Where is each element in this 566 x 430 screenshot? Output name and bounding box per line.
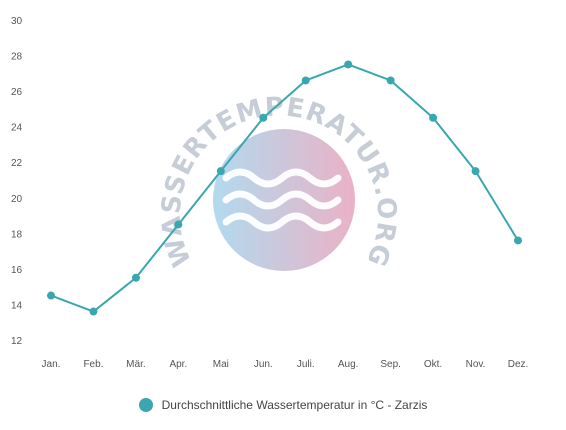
x-axis: Jan. Feb. Mär. Apr. Mai Jun. Juli. Aug. Sep. Okt.… xyxy=(42,359,529,370)
x-tick-label: Feb. xyxy=(83,359,103,370)
data-point[interactable] xyxy=(301,76,310,85)
y-tick-label: 20 xyxy=(11,194,23,205)
data-point[interactable] xyxy=(174,220,183,229)
y-tick-label: 26 xyxy=(11,87,23,98)
y-axis: 12 14 16 18 20 22 24 26 28 30 xyxy=(11,16,23,347)
legend[interactable]: Durchschnittliche Wassertemperatur in °C… xyxy=(0,394,566,416)
x-tick-label: Jan. xyxy=(42,359,61,370)
y-tick-label: 22 xyxy=(11,158,23,169)
x-tick-label: Dez. xyxy=(508,359,529,370)
y-tick-label: 16 xyxy=(11,265,23,276)
data-point[interactable] xyxy=(47,291,55,300)
data-point[interactable] xyxy=(386,76,395,85)
data-point[interactable] xyxy=(514,236,522,245)
data-point[interactable] xyxy=(89,307,98,316)
data-point[interactable] xyxy=(429,113,438,122)
watermark-wave-1 xyxy=(222,190,342,210)
y-tick-label: 18 xyxy=(11,229,23,240)
watermark-wave-0 xyxy=(222,168,342,188)
y-tick-label: 14 xyxy=(11,300,23,311)
x-tick-label: Apr. xyxy=(169,359,187,370)
series-layer xyxy=(47,60,522,316)
x-tick-label: Mai xyxy=(213,359,229,370)
data-point[interactable] xyxy=(216,167,225,176)
y-tick-label: 12 xyxy=(11,336,23,347)
series-line xyxy=(50,63,519,313)
watermark-wave-2 xyxy=(222,212,342,232)
legend-label: Durchschnittliche Wassertemperatur in °C… xyxy=(161,398,428,412)
x-tick-label: Aug. xyxy=(338,359,359,370)
x-tick-label: Juli. xyxy=(297,359,315,370)
y-tick-label: 28 xyxy=(11,52,23,63)
data-point[interactable] xyxy=(344,60,353,69)
watermark-waves-icon xyxy=(222,168,342,232)
data-point[interactable] xyxy=(131,273,140,282)
data-point[interactable] xyxy=(259,113,268,122)
x-tick-label: Nov. xyxy=(466,359,486,370)
x-tick-label: Jun. xyxy=(254,359,273,370)
x-tick-label: Sep. xyxy=(380,359,401,370)
legend-marker[interactable] xyxy=(138,398,153,412)
data-point[interactable] xyxy=(471,167,480,176)
x-tick-label: Okt. xyxy=(424,359,442,370)
y-tick-label: 30 xyxy=(11,16,23,27)
y-tick-label: 24 xyxy=(11,123,23,134)
x-tick-label: Mär. xyxy=(126,359,145,370)
watermark-logo: WASSERTEMPERATUR.ORG xyxy=(157,92,401,271)
